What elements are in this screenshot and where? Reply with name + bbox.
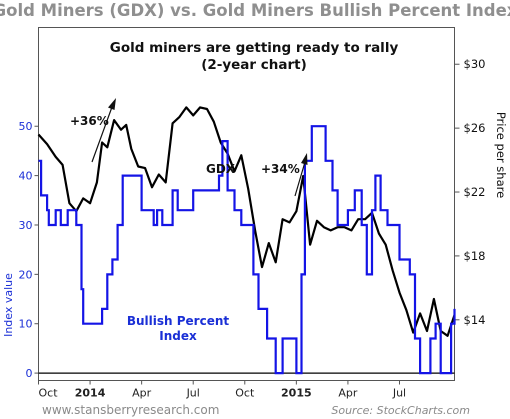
left-tick-label: 30 [19,219,33,232]
inner-title-line2: (2-year chart) [201,57,307,73]
x-tick-label: Jul [186,387,200,400]
annotation-plus34: +34% [261,162,300,176]
annotation-arrow-2 [294,153,308,197]
x-tick-label: Apr [132,387,152,400]
x-tick-label: 2014 [75,387,106,400]
annotation-plus36: +36% [70,114,109,128]
right-tick-label: $22 [464,185,486,199]
x-tick-label: Oct [39,387,59,400]
left-tick-label: 10 [19,318,33,331]
bpi-label-line1: Bullish Percent [127,314,230,328]
bpi-series-line [38,125,456,375]
right-axis-title: Price per share [494,112,508,198]
chart-title: Gold Miners (GDX) vs. Gold Miners Bullis… [0,1,510,20]
x-tick-label: 2015 [281,387,312,400]
x-tick-label: Oct [235,387,255,400]
left-tick-label: 40 [19,170,33,183]
right-tick-label: $18 [464,249,486,263]
gdx-series-line [37,106,456,337]
annotation-arrow-1 [91,98,116,163]
left-axis-ticks: 0 10 20 30 40 50 [19,120,39,380]
left-tick-label: 50 [19,120,33,133]
x-tick-label: Jul [392,387,406,400]
right-tick-label: $26 [464,121,486,135]
gdx-label: GDX [206,162,236,176]
x-tick-label: Apr [338,387,358,400]
right-tick-label: $30 [464,57,486,71]
bpi-label-line2: Index [159,329,197,343]
left-axis-title: Index value [2,273,15,337]
inner-title-line1: Gold miners are getting ready to rally [110,40,399,56]
footer-website: www.stansberryresearch.com [42,403,219,417]
left-tick-label: 0 [26,367,33,380]
right-axis-ticks: $14 $18 $22 $26 $30 [454,57,486,327]
plot-frame [38,27,455,381]
left-tick-label: 20 [19,268,33,281]
footer-source: Source: StockCharts.com [331,404,470,417]
right-tick-label: $14 [464,313,486,327]
x-axis-ticks: Oct 2014 Apr Jul Oct 2015 Apr Jul [38,380,406,400]
